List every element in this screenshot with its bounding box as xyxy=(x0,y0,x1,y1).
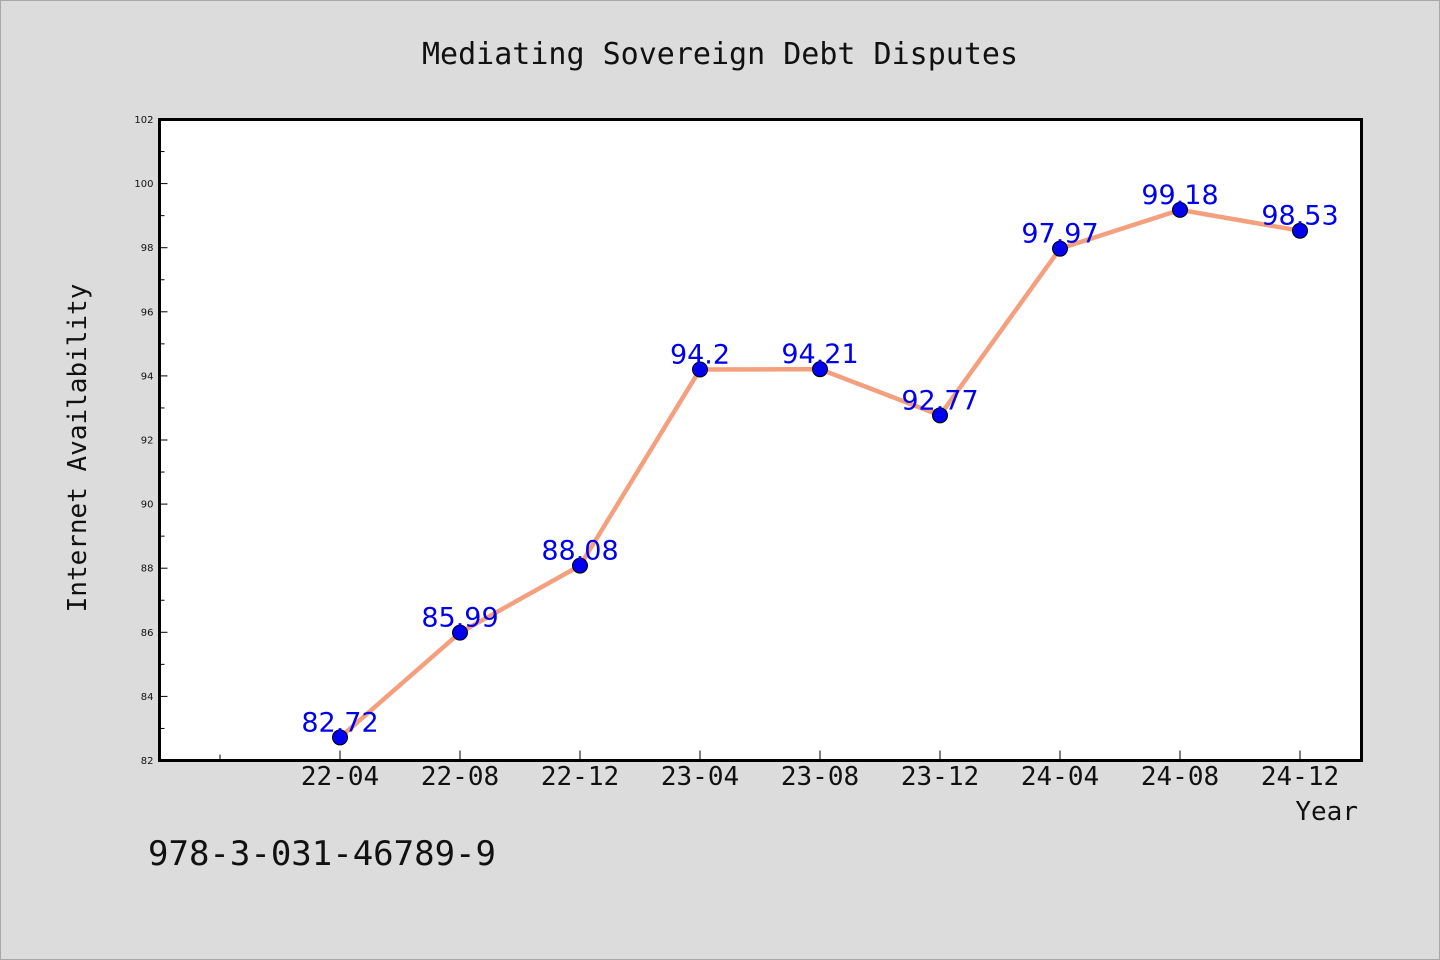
isbn-text: 978-3-031-46789-9 xyxy=(148,834,496,874)
y-tick-label: 102 xyxy=(134,115,153,126)
series-layer: 82.72 85.99 88.08 94.2 94.21 92.77 97.97 99.18 9… xyxy=(301,180,1339,746)
data-label: 85.99 xyxy=(421,603,498,634)
data-label: 94.2 xyxy=(670,339,730,370)
y-tick-label: 84 xyxy=(141,692,154,703)
y-tick-label: 90 xyxy=(141,500,154,511)
y-tick-label: 86 xyxy=(141,628,154,639)
chart-title: Mediating Sovereign Debt Disputes xyxy=(422,37,1018,72)
x-axis-ticks: 22-04 22-08 22-12 23-04 23-08 23-12 24-04 24-08… xyxy=(219,750,1339,792)
y-tick-label: 96 xyxy=(141,307,154,318)
x-axis-label: Year xyxy=(1295,797,1358,827)
data-point xyxy=(572,557,588,574)
data-label: 82.72 xyxy=(301,707,378,738)
x-tick-label: 22-12 xyxy=(541,762,619,792)
x-tick-label: 22-04 xyxy=(301,762,379,792)
data-point xyxy=(932,407,948,424)
x-tick-label: 24-08 xyxy=(1141,762,1219,792)
data-point xyxy=(332,729,348,746)
data-point xyxy=(1052,240,1068,257)
data-point xyxy=(812,361,828,378)
data-point xyxy=(1172,201,1188,218)
y-axis-ticks: 82 84 86 88 90 92 94 96 98 100 102 xyxy=(134,115,168,767)
data-point xyxy=(1292,222,1308,239)
x-tick-label: 22-08 xyxy=(421,762,499,792)
data-label: 99.18 xyxy=(1141,180,1218,211)
data-point xyxy=(452,624,468,641)
data-label: 88.08 xyxy=(541,536,618,567)
y-tick-label: 94 xyxy=(141,371,154,382)
y-tick-label: 92 xyxy=(141,436,154,447)
x-tick-label: 23-12 xyxy=(901,762,979,792)
data-label: 98.53 xyxy=(1261,201,1338,232)
y-tick-label: 82 xyxy=(141,756,154,767)
data-label: 97.97 xyxy=(1021,219,1098,250)
x-tick-label: 23-08 xyxy=(781,762,859,792)
y-axis-label: Internet Availability xyxy=(63,284,93,613)
x-tick-label: 23-04 xyxy=(661,762,739,792)
data-label: 92.77 xyxy=(901,385,978,416)
y-tick-label: 100 xyxy=(134,179,153,190)
x-tick-label: 24-12 xyxy=(1261,762,1339,792)
plot-area xyxy=(158,118,1363,762)
data-point xyxy=(692,361,708,378)
y-tick-label: 88 xyxy=(141,564,154,575)
y-tick-label: 98 xyxy=(141,243,154,254)
x-tick-label: 24-04 xyxy=(1021,762,1099,792)
data-label: 94.21 xyxy=(781,339,858,370)
